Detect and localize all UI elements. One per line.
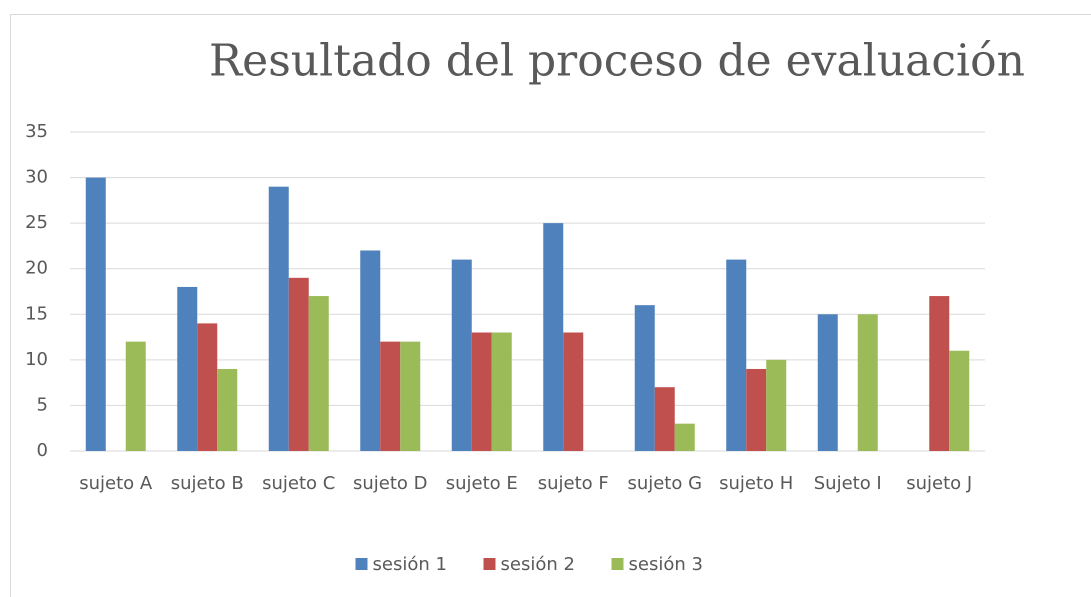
x-tick-label: sujeto A	[79, 473, 153, 494]
bar	[125, 341, 146, 451]
bar	[380, 341, 401, 451]
bar	[197, 323, 218, 451]
chart-border	[10, 14, 1091, 597]
bar	[746, 368, 767, 451]
x-tick-label: sujeto H	[719, 473, 793, 494]
x-tick-label: sujeto F	[538, 473, 609, 494]
x-tick-label: sujeto C	[262, 473, 335, 494]
y-tick-label: 35	[25, 121, 48, 142]
chart-title: Resultado del proceso de evaluación	[209, 36, 1025, 87]
bar	[288, 277, 309, 451]
bar	[451, 259, 472, 451]
bar	[857, 314, 878, 451]
bar	[308, 296, 329, 451]
legend-swatch	[355, 558, 368, 570]
y-tick-label: 20	[25, 258, 48, 279]
bar	[400, 341, 421, 451]
bar	[949, 350, 970, 451]
bar	[471, 332, 492, 451]
legend-label: sesión 3	[629, 554, 703, 575]
x-tick-label: sujeto B	[171, 473, 244, 494]
y-tick-label: 15	[25, 303, 48, 324]
legend-label: sesión 2	[501, 554, 575, 575]
x-tick-label: sujeto G	[627, 473, 702, 494]
legend-swatch	[611, 558, 624, 570]
y-tick-label: 25	[25, 212, 48, 233]
x-tick-label: sujeto E	[446, 473, 518, 494]
bar	[766, 359, 787, 451]
bar	[929, 296, 950, 451]
x-tick-label: Sujeto I	[814, 473, 882, 494]
y-tick-label: 10	[25, 349, 48, 370]
y-tick-label: 30	[25, 167, 48, 188]
legend-swatch	[483, 558, 496, 570]
bar	[563, 332, 584, 451]
bar	[85, 177, 106, 452]
bar	[177, 286, 198, 451]
legend-label: sesión 1	[373, 554, 447, 575]
bar	[654, 387, 675, 451]
y-tick-label: 5	[37, 394, 48, 415]
bar	[543, 223, 564, 451]
bar	[726, 259, 747, 451]
bar	[217, 368, 238, 451]
bar	[817, 314, 838, 451]
y-tick-label: 0	[37, 440, 48, 461]
bar	[268, 186, 289, 451]
x-tick-label: sujeto D	[353, 473, 428, 494]
bar	[674, 423, 695, 451]
bar	[634, 305, 655, 451]
bar	[360, 250, 381, 451]
x-tick-label: sujeto J	[906, 473, 972, 494]
bar	[491, 332, 512, 451]
